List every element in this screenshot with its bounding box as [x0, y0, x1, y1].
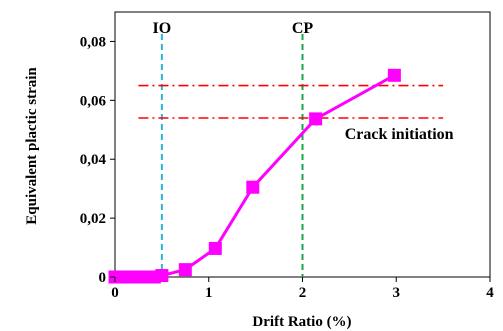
- data-point: [309, 112, 322, 125]
- reference-line-label: IO: [153, 20, 172, 37]
- annotation-text: Crack initiation: [345, 126, 454, 143]
- data-point: [246, 181, 259, 194]
- y-tick-label: 0,02: [80, 211, 106, 227]
- x-axis-label: Drift Ratio (%): [252, 314, 351, 330]
- y-tick-label: 0,04: [80, 152, 107, 168]
- reference-line-label: CP: [292, 20, 314, 37]
- x-tick-label: 2: [299, 285, 307, 301]
- y-tick-label: 0,06: [80, 93, 107, 109]
- x-tick-label: 1: [205, 285, 213, 301]
- reference-lines: IO CP: [138, 20, 443, 277]
- annotations: Crack initiation: [345, 126, 454, 143]
- axis-ticks: 0 1 2 3 4 0 0,02 0,04 0,06 0,08: [80, 34, 495, 301]
- data-point: [388, 69, 401, 82]
- data-point: [179, 263, 192, 276]
- y-tick-label: 0,08: [80, 34, 106, 50]
- y-axis-label: Equivalent plactic strain: [24, 67, 40, 225]
- x-tick-label: 3: [393, 285, 401, 301]
- data-point: [155, 269, 168, 282]
- series-line: [115, 75, 394, 277]
- data-point: [209, 242, 222, 255]
- series-layer: [109, 69, 401, 284]
- y-tick-label: 0: [99, 270, 107, 286]
- x-tick-label: 4: [486, 285, 494, 301]
- x-tick-label: 0: [111, 285, 119, 301]
